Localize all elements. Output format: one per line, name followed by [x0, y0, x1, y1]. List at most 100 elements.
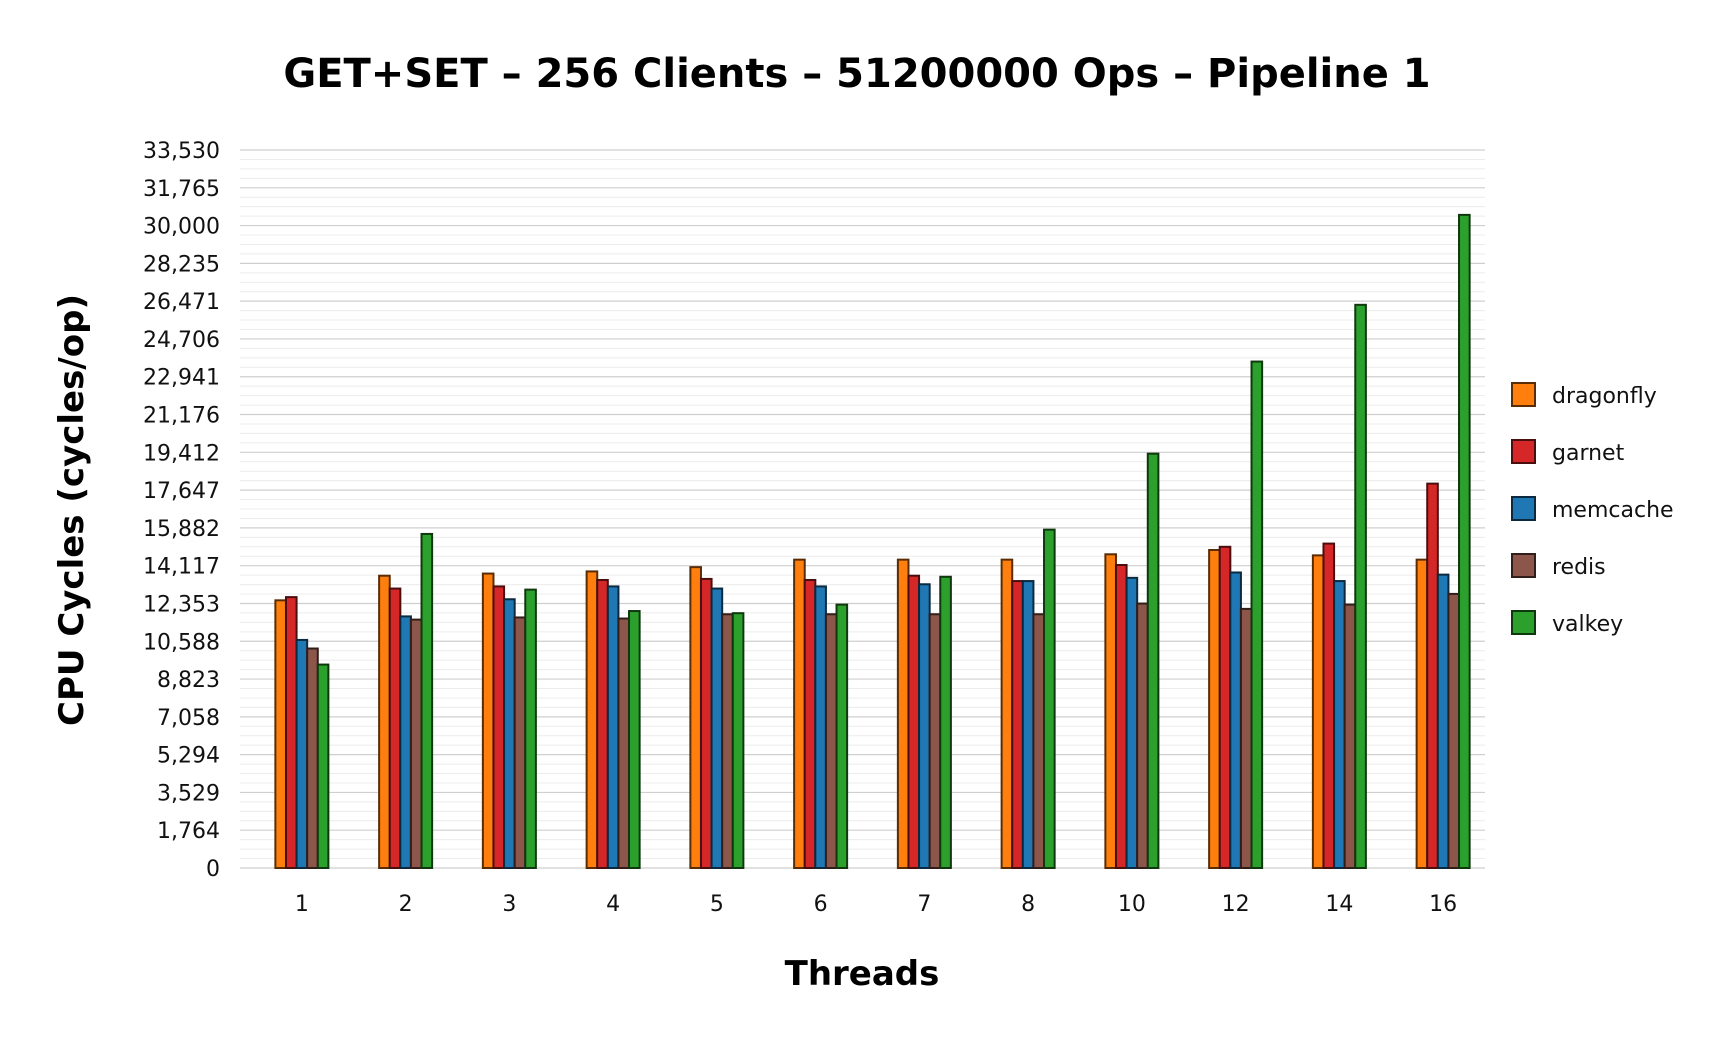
bar-valkey-8 — [1043, 528, 1056, 869]
bar-dragonfly-14 — [1311, 554, 1325, 870]
y-tick-label: 33,530 — [143, 139, 220, 164]
bar-garnet-1 — [284, 596, 298, 869]
bar-dragonfly-2 — [378, 574, 391, 869]
bar-redis-4 — [617, 617, 631, 870]
bar-redis-6 — [824, 613, 838, 869]
y-tick-label: 0 — [206, 857, 220, 882]
y-tick-label: 5,294 — [157, 744, 220, 769]
x-tick-label: 3 — [502, 892, 516, 917]
legend-swatch-dragonfly — [1511, 382, 1536, 407]
x-tick-label: 1 — [295, 892, 309, 917]
bar-dragonfly-8 — [1000, 558, 1014, 869]
bar-garnet-10 — [1114, 563, 1128, 869]
bar-valkey-16 — [1458, 213, 1471, 870]
bar-dragonfly-6 — [793, 558, 806, 869]
bar-garnet-16 — [1426, 482, 1439, 869]
y-tick-label: 10,588 — [143, 630, 220, 655]
legend-swatch-redis — [1511, 553, 1536, 578]
x-tick-label: 6 — [814, 892, 828, 917]
y-tick-label: 21,176 — [143, 404, 220, 429]
bar-redis-12 — [1239, 607, 1253, 869]
bar-redis-5 — [721, 613, 734, 869]
x-tick-label: 5 — [710, 892, 724, 917]
bar-garnet-5 — [699, 577, 713, 869]
legend-swatch-memcache — [1511, 496, 1536, 521]
y-axis-title: CPU Cycles (cycles/op) — [52, 294, 92, 726]
y-axis-ticks: 0 1,764 3,529 5,294 7,058 8,823 10,588 12,353 14… — [143, 139, 220, 882]
chart-title: GET+SET – 256 Clients – 51200000 Ops – P… — [283, 51, 1430, 97]
gridlines — [240, 149, 1485, 869]
legend-label-valkey: valkey — [1552, 612, 1623, 637]
bar-memcache-16 — [1436, 573, 1450, 869]
x-axis-title: Threads — [785, 954, 940, 994]
bar-redis-1 — [306, 647, 319, 870]
x-tick-label: 16 — [1429, 892, 1457, 917]
y-tick-label: 12,353 — [143, 592, 220, 617]
y-tick-label: 28,235 — [143, 252, 220, 277]
bar-valkey-7 — [939, 575, 952, 869]
legend-label-memcache: memcache — [1552, 498, 1674, 523]
bar-dragonfly-7 — [896, 558, 910, 869]
bar-garnet-6 — [803, 578, 817, 869]
y-tick-label: 17,647 — [143, 479, 220, 504]
bar-garnet-2 — [388, 587, 402, 869]
legend-label-dragonfly: dragonfly — [1552, 384, 1657, 409]
bar-valkey-1 — [316, 663, 330, 870]
bar-memcache-5 — [710, 587, 724, 869]
y-tick-label: 24,706 — [143, 328, 220, 353]
bar-dragonfly-10 — [1104, 553, 1117, 870]
bar-redis-16 — [1447, 592, 1461, 869]
y-tick-label: 3,529 — [157, 781, 220, 806]
x-tick-label: 12 — [1222, 892, 1250, 917]
bar-valkey-14 — [1354, 303, 1367, 870]
bar-garnet-14 — [1322, 542, 1336, 869]
bar-dragonfly-4 — [585, 570, 599, 870]
bar-memcache-8 — [1021, 580, 1035, 869]
bars — [274, 213, 1471, 870]
bar-redis-2 — [409, 618, 423, 870]
legend-swatch-garnet — [1511, 439, 1536, 464]
x-tick-label: 14 — [1325, 892, 1353, 917]
x-tick-label: 2 — [399, 892, 413, 917]
bar-memcache-12 — [1229, 571, 1242, 870]
bar-valkey-2 — [420, 532, 434, 869]
y-tick-label: 8,823 — [157, 668, 220, 693]
y-tick-label: 19,412 — [143, 441, 220, 466]
y-tick-label: 1,764 — [157, 819, 220, 844]
bar-memcache-4 — [606, 585, 620, 870]
bar-valkey-12 — [1250, 360, 1264, 869]
bar-garnet-8 — [1011, 580, 1024, 869]
legend-label-redis: redis — [1552, 555, 1606, 580]
y-tick-label: 7,058 — [157, 706, 220, 731]
y-tick-label: 22,941 — [143, 366, 220, 391]
y-tick-label: 15,882 — [143, 517, 220, 542]
bar-garnet-3 — [492, 585, 506, 870]
x-tick-label: 7 — [917, 892, 931, 917]
x-tick-label: 4 — [606, 892, 620, 917]
bar-memcache-3 — [503, 598, 516, 869]
legend-swatch-valkey — [1511, 610, 1536, 635]
bar-redis-14 — [1343, 603, 1357, 869]
legend: dragonfly garnet memcache redis valkey — [1511, 382, 1674, 637]
bar-redis-8 — [1032, 613, 1046, 869]
y-tick-label: 26,471 — [143, 290, 220, 315]
bar-dragonfly-3 — [481, 572, 495, 869]
bar-dragonfly-12 — [1208, 549, 1221, 869]
bar-valkey-5 — [731, 612, 745, 869]
bar-redis-10 — [1136, 602, 1149, 869]
bar-redis-3 — [513, 616, 527, 870]
bar-memcache-6 — [814, 585, 827, 870]
bar-memcache-2 — [399, 615, 412, 870]
x-axis-ticks: 1 2 3 4 5 6 7 8 10 12 14 16 — [295, 892, 1457, 917]
bar-valkey-10 — [1146, 452, 1160, 869]
bar-redis-7 — [928, 613, 942, 869]
y-tick-label: 14,117 — [143, 555, 220, 580]
bar-valkey-4 — [628, 610, 641, 869]
bar-memcache-7 — [918, 583, 931, 870]
bar-memcache-14 — [1333, 580, 1346, 869]
bar-memcache-10 — [1125, 576, 1139, 869]
bar-valkey-6 — [835, 603, 849, 869]
bar-dragonfly-16 — [1415, 558, 1429, 869]
bar-garnet-4 — [596, 578, 609, 869]
bar-valkey-3 — [524, 588, 537, 869]
